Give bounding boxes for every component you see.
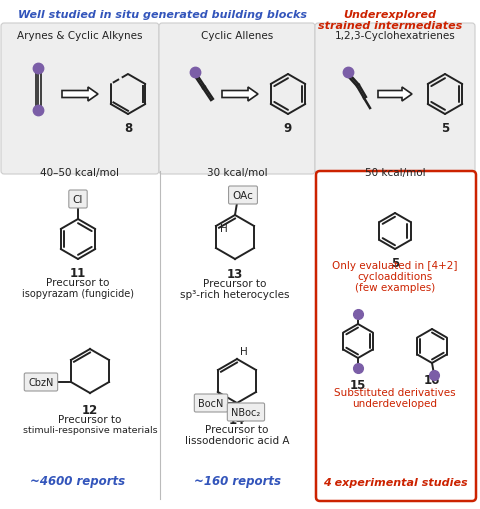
Text: underdeveloped: underdeveloped: [352, 398, 437, 408]
Text: (few examples): (few examples): [355, 282, 435, 293]
Text: 11: 11: [70, 267, 86, 279]
Text: isopyrazam (fungicide): isopyrazam (fungicide): [22, 289, 134, 298]
Text: Only evaluated in [4+2]: Only evaluated in [4+2]: [332, 261, 458, 270]
Text: Precursor to: Precursor to: [46, 277, 110, 288]
Text: Substituted derivatives: Substituted derivatives: [334, 387, 456, 397]
Text: 10: 10: [230, 402, 240, 411]
Text: lissodendoric acid A: lissodendoric acid A: [185, 435, 289, 445]
Text: 30 kcal/mol: 30 kcal/mol: [207, 167, 267, 178]
Polygon shape: [222, 88, 258, 102]
Text: Precursor to: Precursor to: [204, 278, 267, 289]
Text: 14: 14: [229, 413, 245, 426]
Text: Cl: Cl: [73, 194, 83, 205]
Text: 4 experimental studies: 4 experimental studies: [323, 477, 468, 487]
Text: OAc: OAc: [233, 191, 253, 201]
Text: BocN: BocN: [198, 398, 224, 408]
Text: Precursor to: Precursor to: [58, 414, 122, 424]
FancyBboxPatch shape: [69, 191, 87, 209]
Text: cycloadditions: cycloadditions: [358, 271, 432, 281]
FancyBboxPatch shape: [228, 187, 257, 205]
Text: strained intermediates: strained intermediates: [318, 21, 462, 31]
FancyBboxPatch shape: [315, 24, 475, 175]
Text: NBoc₂: NBoc₂: [231, 407, 261, 417]
Text: 16: 16: [424, 373, 440, 386]
Text: ~160 reports: ~160 reports: [193, 474, 280, 487]
FancyBboxPatch shape: [159, 24, 315, 175]
Text: 12: 12: [82, 403, 98, 416]
Text: Arynes & Cyclic Alkynes: Arynes & Cyclic Alkynes: [17, 31, 143, 41]
Text: CbzN: CbzN: [28, 377, 54, 387]
FancyBboxPatch shape: [194, 394, 228, 412]
Text: 13: 13: [227, 267, 243, 280]
Text: H: H: [220, 223, 228, 234]
Text: 5: 5: [441, 122, 449, 135]
Polygon shape: [62, 88, 98, 102]
FancyBboxPatch shape: [24, 373, 58, 391]
Text: 50 kcal/mol: 50 kcal/mol: [365, 167, 425, 178]
Text: 8: 8: [124, 122, 132, 135]
Text: H: H: [240, 346, 248, 356]
Polygon shape: [378, 88, 412, 102]
FancyBboxPatch shape: [1, 24, 159, 175]
Text: 1,2,3-Cyclohexatrienes: 1,2,3-Cyclohexatrienes: [335, 31, 456, 41]
Text: Precursor to: Precursor to: [205, 424, 269, 434]
FancyBboxPatch shape: [228, 403, 264, 421]
Text: Well studied in situ generated building blocks: Well studied in situ generated building …: [17, 10, 307, 20]
Text: sp³-rich heterocycles: sp³-rich heterocycles: [180, 290, 290, 299]
Text: Underexplored: Underexplored: [344, 10, 436, 20]
Text: 5: 5: [391, 257, 399, 269]
FancyBboxPatch shape: [316, 172, 476, 501]
Text: Cyclic Allenes: Cyclic Allenes: [201, 31, 273, 41]
Text: 9: 9: [284, 122, 292, 135]
Text: stimuli-responsive materials: stimuli-responsive materials: [23, 425, 157, 434]
Text: 15: 15: [350, 378, 366, 391]
Text: 40–50 kcal/mol: 40–50 kcal/mol: [40, 167, 120, 178]
Text: ~4600 reports: ~4600 reports: [30, 474, 126, 487]
